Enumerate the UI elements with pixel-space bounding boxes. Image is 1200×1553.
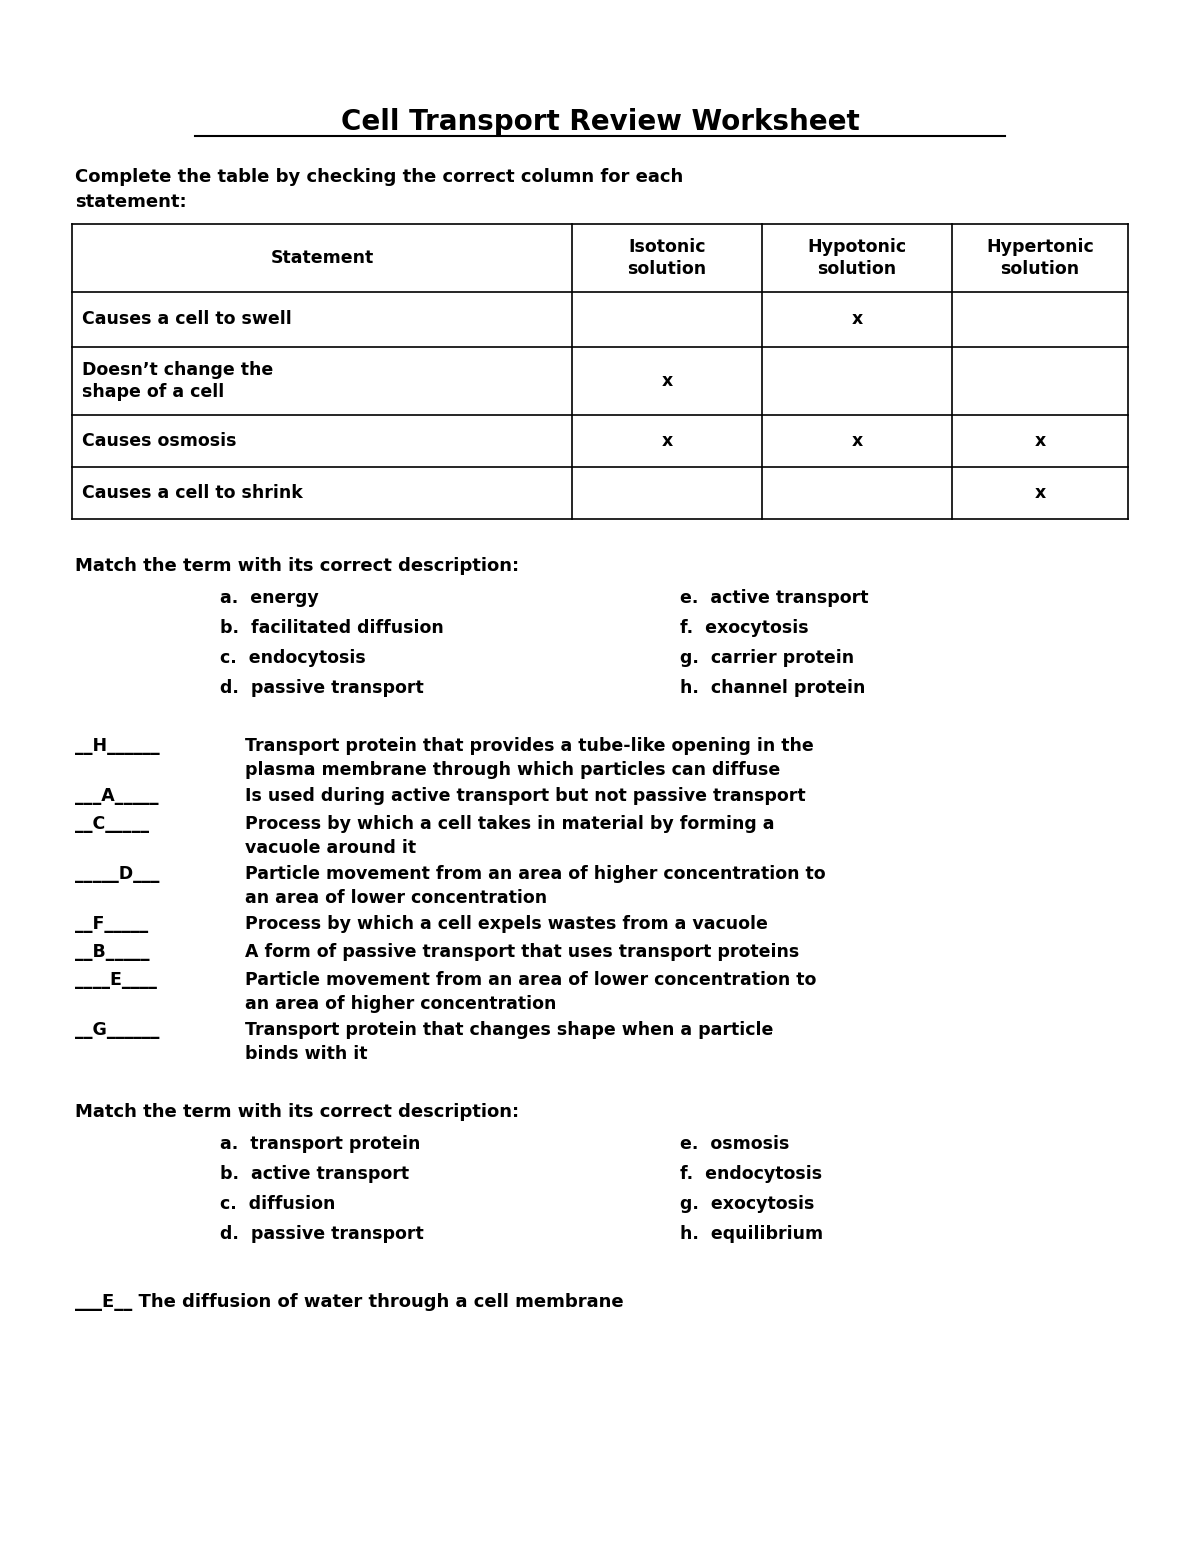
Text: Is used during active transport but not passive transport: Is used during active transport but not …: [245, 787, 805, 804]
Text: Transport protein that changes shape when a particle
binds with it: Transport protein that changes shape whe…: [245, 1020, 773, 1064]
Text: x: x: [851, 311, 863, 329]
Text: __C_____: __C_____: [74, 815, 149, 832]
Text: __G______: __G______: [74, 1020, 160, 1039]
Text: Match the term with its correct description:: Match the term with its correct descript…: [74, 1103, 520, 1121]
Text: Process by which a cell takes in material by forming a
vacuole around it: Process by which a cell takes in materia…: [245, 815, 774, 857]
Text: _____D___: _____D___: [74, 865, 160, 884]
Text: f.  endocytosis: f. endocytosis: [680, 1165, 822, 1183]
Text: Causes osmosis: Causes osmosis: [82, 432, 236, 450]
Text: Hypertonic
solution: Hypertonic solution: [986, 238, 1094, 278]
Text: A form of passive transport that uses transport proteins: A form of passive transport that uses tr…: [245, 943, 799, 961]
Text: ___E__ The diffusion of water through a cell membrane: ___E__ The diffusion of water through a …: [74, 1294, 624, 1311]
Text: Particle movement from an area of higher concentration to
an area of lower conce: Particle movement from an area of higher…: [245, 865, 826, 907]
Text: Statement: Statement: [270, 248, 373, 267]
Text: Cell Transport Review Worksheet: Cell Transport Review Worksheet: [341, 109, 859, 137]
Text: h.  channel protein: h. channel protein: [680, 679, 865, 697]
Text: __B_____: __B_____: [74, 943, 150, 961]
Text: Causes a cell to shrink: Causes a cell to shrink: [82, 485, 302, 502]
Text: Transport protein that provides a tube-like opening in the
plasma membrane throu: Transport protein that provides a tube-l…: [245, 738, 814, 780]
Text: x: x: [1034, 432, 1045, 450]
Text: x: x: [661, 432, 673, 450]
Text: Complete the table by checking the correct column for each
statement:: Complete the table by checking the corre…: [74, 168, 683, 211]
Text: Doesn’t change the
shape of a cell: Doesn’t change the shape of a cell: [82, 360, 274, 401]
Text: Hypotonic
solution: Hypotonic solution: [808, 238, 906, 278]
Text: c.  endocytosis: c. endocytosis: [220, 649, 366, 666]
Text: __H______: __H______: [74, 738, 160, 755]
Text: b.  active transport: b. active transport: [220, 1165, 409, 1183]
Text: Process by which a cell expels wastes from a vacuole: Process by which a cell expels wastes fr…: [245, 915, 768, 933]
Text: e.  osmosis: e. osmosis: [680, 1135, 790, 1152]
Text: a.  transport protein: a. transport protein: [220, 1135, 420, 1152]
Text: Particle movement from an area of lower concentration to
an area of higher conce: Particle movement from an area of lower …: [245, 971, 816, 1013]
Text: b.  facilitated diffusion: b. facilitated diffusion: [220, 620, 444, 637]
Text: x: x: [851, 432, 863, 450]
Text: __F_____: __F_____: [74, 915, 148, 933]
Text: e.  active transport: e. active transport: [680, 589, 869, 607]
Text: a.  energy: a. energy: [220, 589, 319, 607]
Text: h.  equilibrium: h. equilibrium: [680, 1225, 823, 1242]
Text: d.  passive transport: d. passive transport: [220, 1225, 424, 1242]
Text: ____E____: ____E____: [74, 971, 157, 989]
Text: ___A_____: ___A_____: [74, 787, 158, 804]
Text: g.  exocytosis: g. exocytosis: [680, 1194, 815, 1213]
Text: Isotonic
solution: Isotonic solution: [628, 238, 707, 278]
Text: x: x: [1034, 485, 1045, 502]
Text: Match the term with its correct description:: Match the term with its correct descript…: [74, 558, 520, 575]
Text: c.  diffusion: c. diffusion: [220, 1194, 335, 1213]
Text: d.  passive transport: d. passive transport: [220, 679, 424, 697]
Text: Causes a cell to swell: Causes a cell to swell: [82, 311, 292, 329]
Text: f.  exocytosis: f. exocytosis: [680, 620, 809, 637]
Text: x: x: [661, 373, 673, 390]
Text: g.  carrier protein: g. carrier protein: [680, 649, 854, 666]
